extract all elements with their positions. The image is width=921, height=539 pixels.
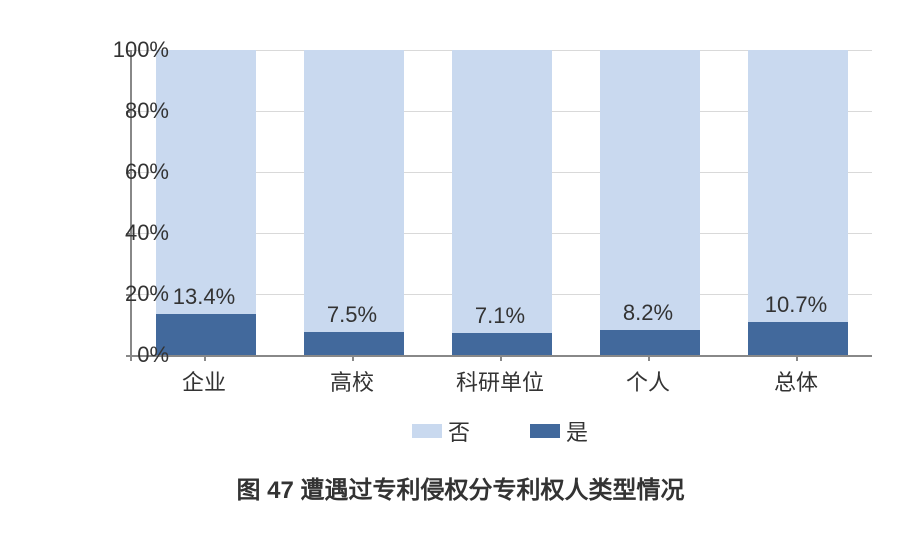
x-tick bbox=[500, 355, 502, 361]
y-axis-label: 60% bbox=[69, 159, 169, 185]
bar-segment-是 bbox=[600, 330, 700, 355]
x-tick bbox=[204, 355, 206, 361]
x-tick bbox=[648, 355, 650, 361]
legend-swatch bbox=[530, 424, 560, 438]
legend-label: 是 bbox=[566, 420, 588, 445]
x-axis-label: 高校 bbox=[272, 365, 432, 397]
y-axis-label: 80% bbox=[69, 98, 169, 124]
bar-segment-否 bbox=[156, 50, 256, 314]
legend-label: 否 bbox=[448, 420, 470, 445]
chart-caption: 图 47 遭遇过专利侵权分专利权人类型情况 bbox=[0, 470, 921, 505]
data-label: 13.4% bbox=[124, 284, 284, 310]
x-axis-label: 总体 bbox=[716, 365, 876, 397]
x-tick bbox=[352, 355, 354, 361]
bar-segment-是 bbox=[304, 332, 404, 355]
stacked-bar-chart: 否是 图 47 遭遇过专利侵权分专利权人类型情况 0%20%40%60%80%1… bbox=[0, 0, 921, 539]
bar-segment-是 bbox=[156, 314, 256, 355]
bar-segment-否 bbox=[304, 50, 404, 332]
y-axis-label: 40% bbox=[69, 220, 169, 246]
legend-swatch bbox=[412, 424, 442, 438]
data-label: 10.7% bbox=[716, 292, 876, 318]
x-tick bbox=[130, 355, 132, 361]
bar-segment-是 bbox=[452, 333, 552, 355]
data-label: 7.5% bbox=[272, 302, 432, 328]
legend-item: 否 bbox=[412, 415, 470, 447]
x-axis-label: 企业 bbox=[124, 365, 284, 397]
x-tick bbox=[796, 355, 798, 361]
y-axis-label: 100% bbox=[69, 37, 169, 63]
bar-segment-否 bbox=[600, 50, 700, 330]
legend: 否是 bbox=[130, 415, 870, 447]
legend-item: 是 bbox=[530, 415, 588, 447]
data-label: 8.2% bbox=[568, 300, 728, 326]
bar-segment-否 bbox=[748, 50, 848, 322]
bar-segment-否 bbox=[452, 50, 552, 333]
bar-segment-是 bbox=[748, 322, 848, 355]
x-axis-label: 个人 bbox=[568, 365, 728, 397]
data-label: 7.1% bbox=[420, 303, 580, 329]
x-axis-label: 科研单位 bbox=[420, 365, 580, 397]
